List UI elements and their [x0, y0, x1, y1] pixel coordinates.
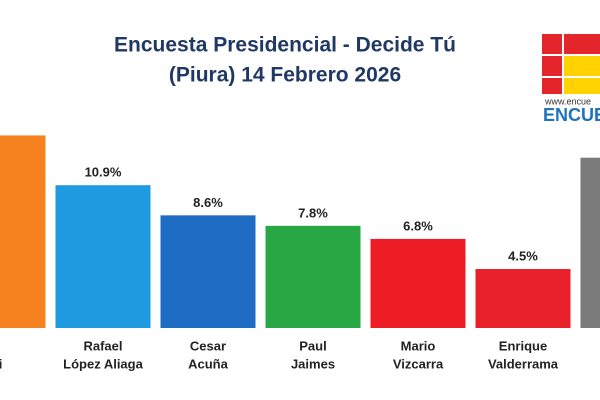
- value-label: 6.8%: [403, 218, 433, 233]
- x-tick-label: López Aliaga: [63, 356, 143, 371]
- x-tick-label: Mario: [401, 338, 436, 353]
- x-tick-label: Enrique: [499, 338, 547, 353]
- bar: [580, 157, 600, 328]
- logo-square: [564, 34, 600, 54]
- x-tick-label: Jaimes: [291, 356, 335, 371]
- logo-url: www.encue: [544, 96, 591, 106]
- x-tick-label: Vizcarra: [393, 356, 444, 371]
- x-tick-label: Paul: [299, 338, 326, 353]
- value-label: 8.6%: [193, 195, 223, 210]
- logo-square: [564, 78, 600, 94]
- x-tick-label: Acuña: [188, 356, 229, 371]
- logo-square: [542, 34, 562, 54]
- chart-title: Encuesta Presidencial - Decide Tú: [114, 34, 456, 57]
- bar: [0, 135, 46, 328]
- logo-square: [542, 56, 562, 76]
- logo-square: [542, 78, 562, 94]
- value-label: 4.5%: [508, 248, 538, 263]
- logo-name: ENCUE: [543, 105, 600, 125]
- x-tick-label: Rafael: [83, 338, 122, 353]
- bar: [160, 215, 256, 328]
- bar: [475, 269, 571, 328]
- bar: [370, 238, 466, 328]
- x-tick-label: Valderrama: [488, 356, 559, 371]
- value-label: 10.9%: [85, 165, 122, 180]
- x-tick-label: ri: [0, 356, 2, 371]
- value-label: 7.8%: [298, 205, 328, 220]
- chart-subtitle: (Piura) 14 Febrero 2026: [169, 64, 401, 87]
- logo: www.encue ENCUE: [542, 34, 600, 125]
- bar: [265, 225, 361, 328]
- logo-square: [564, 56, 600, 76]
- x-tick-label: Cesar: [190, 338, 226, 353]
- bar: [55, 185, 151, 328]
